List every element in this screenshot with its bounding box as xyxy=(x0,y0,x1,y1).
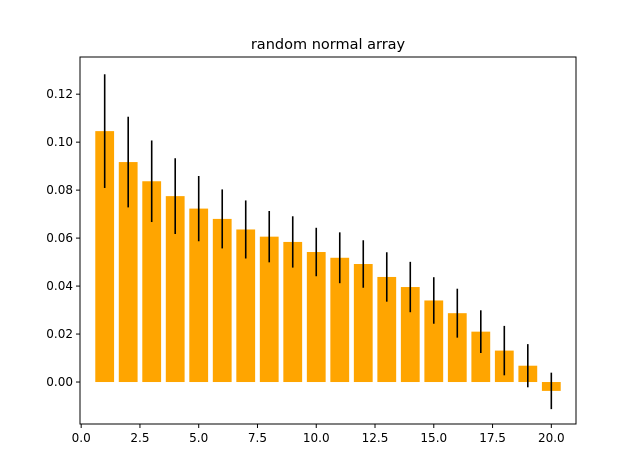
y-tick-label: 0.02 xyxy=(46,327,73,341)
bar xyxy=(165,196,185,383)
y-axis: 0.00 0.02 0.04 0.06 0.08 0.10 0.12 xyxy=(46,87,80,389)
plot-frame xyxy=(79,56,577,425)
x-tick-label: 12.5 xyxy=(362,431,389,445)
bar xyxy=(189,208,209,383)
x-tick-label: 15.0 xyxy=(420,431,447,445)
bar xyxy=(400,287,420,383)
bar xyxy=(212,218,232,383)
x-axis: 0.0 2.5 5.0 7.5 10.0 12.5 15.0 17.5 20.0 xyxy=(72,424,565,445)
bar xyxy=(283,241,303,383)
y-tick-label: 0.08 xyxy=(46,183,73,197)
x-tick-label: 17.5 xyxy=(479,431,506,445)
bars-group xyxy=(95,131,561,391)
errorbars-group xyxy=(103,74,553,410)
bar xyxy=(142,181,162,383)
bar xyxy=(377,276,397,383)
x-tick-label: 7.5 xyxy=(248,431,267,445)
bar xyxy=(118,162,138,383)
x-tick-label: 0.0 xyxy=(72,431,91,445)
y-tick-label: 0.04 xyxy=(46,279,73,293)
bar xyxy=(259,236,279,383)
y-tick-label: 0.10 xyxy=(46,135,73,149)
y-tick-label: 0.12 xyxy=(46,87,73,101)
bar xyxy=(236,229,256,383)
bar xyxy=(306,252,326,383)
y-tick-label: 0.06 xyxy=(46,231,73,245)
x-tick-label: 10.0 xyxy=(303,431,330,445)
bar xyxy=(471,331,491,383)
bar xyxy=(424,300,444,383)
chart-title: random normal array xyxy=(251,37,406,53)
y-tick-label: 0.00 xyxy=(46,375,73,389)
bar xyxy=(95,131,115,383)
x-tick-label: 2.5 xyxy=(130,431,149,445)
bar xyxy=(330,257,350,383)
x-tick-label: 5.0 xyxy=(189,431,208,445)
bar xyxy=(447,313,467,383)
bar xyxy=(353,264,373,383)
x-tick-label: 20.0 xyxy=(538,431,565,445)
